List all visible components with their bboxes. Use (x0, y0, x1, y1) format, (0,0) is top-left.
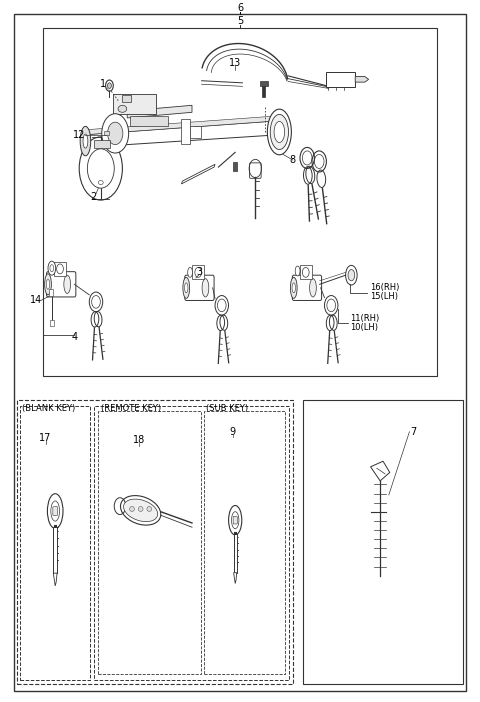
Ellipse shape (295, 266, 300, 276)
Text: 12: 12 (73, 130, 85, 140)
Text: 2: 2 (90, 192, 97, 201)
Polygon shape (84, 121, 278, 147)
Ellipse shape (118, 105, 127, 112)
FancyBboxPatch shape (98, 411, 201, 674)
Text: 7: 7 (410, 427, 417, 437)
Text: 6: 6 (237, 4, 243, 13)
Text: 15(LH): 15(LH) (370, 293, 397, 301)
Ellipse shape (83, 134, 88, 148)
Ellipse shape (45, 274, 51, 295)
Text: 10(LH): 10(LH) (350, 324, 378, 332)
Circle shape (108, 83, 111, 88)
Ellipse shape (292, 283, 296, 293)
FancyBboxPatch shape (20, 406, 90, 680)
Text: 16(RH): 16(RH) (370, 284, 399, 292)
Ellipse shape (130, 507, 134, 511)
Circle shape (106, 80, 113, 91)
FancyBboxPatch shape (17, 400, 293, 684)
FancyBboxPatch shape (113, 94, 156, 114)
FancyBboxPatch shape (94, 140, 110, 148)
Text: (BLANK KEY): (BLANK KEY) (22, 404, 75, 413)
FancyBboxPatch shape (14, 14, 466, 691)
FancyBboxPatch shape (122, 95, 131, 102)
Polygon shape (84, 116, 278, 135)
FancyBboxPatch shape (185, 275, 214, 300)
FancyBboxPatch shape (234, 534, 237, 573)
FancyBboxPatch shape (43, 28, 437, 376)
Ellipse shape (310, 279, 316, 297)
FancyBboxPatch shape (181, 119, 190, 144)
FancyBboxPatch shape (53, 507, 58, 515)
FancyBboxPatch shape (130, 116, 168, 126)
FancyBboxPatch shape (303, 400, 463, 684)
Ellipse shape (50, 265, 54, 272)
FancyBboxPatch shape (262, 84, 265, 97)
Ellipse shape (120, 496, 161, 525)
Text: 18: 18 (133, 435, 145, 445)
FancyBboxPatch shape (233, 162, 237, 171)
Polygon shape (53, 573, 57, 586)
Text: 14: 14 (30, 296, 42, 305)
Ellipse shape (202, 279, 209, 297)
Text: 11(RH): 11(RH) (350, 314, 380, 322)
Text: 13: 13 (229, 58, 241, 68)
Ellipse shape (184, 283, 188, 293)
Ellipse shape (346, 265, 357, 285)
FancyBboxPatch shape (94, 406, 289, 680)
FancyBboxPatch shape (50, 320, 54, 326)
FancyBboxPatch shape (233, 517, 237, 524)
Ellipse shape (290, 277, 297, 298)
Text: (REMOTE KEY): (REMOTE KEY) (101, 404, 161, 413)
FancyBboxPatch shape (190, 126, 201, 138)
Circle shape (79, 137, 122, 200)
Ellipse shape (183, 277, 190, 298)
FancyBboxPatch shape (292, 275, 322, 300)
Text: 1: 1 (100, 79, 106, 89)
Circle shape (87, 149, 114, 188)
Text: 17: 17 (39, 433, 52, 443)
Ellipse shape (64, 275, 71, 293)
Polygon shape (355, 77, 369, 82)
Circle shape (57, 264, 63, 274)
Ellipse shape (123, 499, 158, 522)
Text: 5: 5 (237, 16, 243, 26)
FancyBboxPatch shape (192, 265, 204, 279)
Polygon shape (371, 461, 390, 481)
FancyBboxPatch shape (49, 289, 53, 296)
Ellipse shape (267, 109, 291, 155)
Text: 3: 3 (196, 267, 202, 277)
Ellipse shape (274, 121, 285, 143)
Polygon shape (181, 164, 215, 184)
FancyBboxPatch shape (250, 163, 261, 178)
Ellipse shape (80, 126, 91, 156)
Ellipse shape (98, 180, 103, 185)
Ellipse shape (138, 507, 143, 511)
Polygon shape (234, 573, 237, 583)
Ellipse shape (188, 267, 192, 277)
Ellipse shape (348, 270, 355, 281)
FancyBboxPatch shape (300, 265, 312, 279)
FancyBboxPatch shape (53, 527, 57, 573)
Text: (SUB KEY): (SUB KEY) (206, 404, 249, 413)
Circle shape (108, 122, 123, 145)
Text: 9: 9 (230, 427, 236, 437)
Circle shape (195, 267, 202, 277)
FancyBboxPatch shape (326, 72, 355, 87)
Ellipse shape (48, 261, 56, 275)
FancyBboxPatch shape (54, 262, 66, 276)
Ellipse shape (270, 114, 288, 150)
FancyBboxPatch shape (47, 272, 76, 297)
Ellipse shape (46, 279, 50, 289)
Circle shape (102, 114, 129, 153)
FancyBboxPatch shape (204, 411, 285, 674)
FancyBboxPatch shape (260, 81, 268, 86)
Text: 8: 8 (290, 155, 296, 165)
Text: 4: 4 (72, 332, 77, 342)
Ellipse shape (147, 507, 152, 511)
Polygon shape (127, 105, 192, 118)
FancyBboxPatch shape (104, 131, 109, 135)
Circle shape (302, 267, 309, 277)
